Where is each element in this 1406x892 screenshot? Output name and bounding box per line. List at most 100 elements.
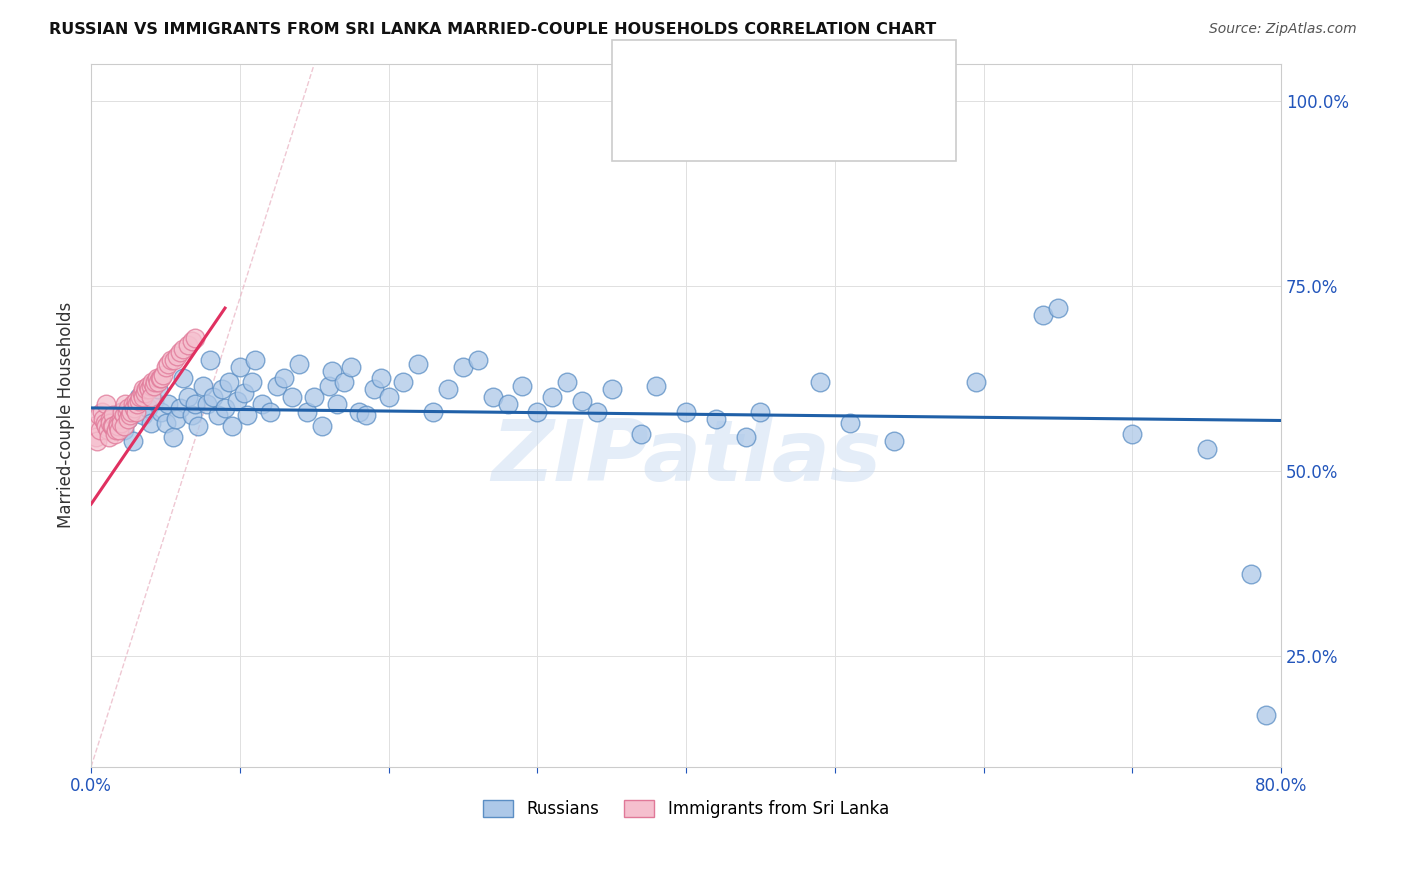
Point [110, 416, 132, 430]
Point [128, 390, 150, 404]
Point [87, 409, 110, 423]
Point [143, 375, 166, 389]
Point [259, 404, 281, 418]
Legend: Russians, Immigrants from Sri Lanka: Russians, Immigrants from Sri Lanka [477, 794, 896, 825]
Point [675, 404, 697, 418]
Point [107, 419, 129, 434]
Point [112, 409, 135, 423]
Point [121, 434, 143, 449]
Point [243, 352, 266, 367]
Point [325, 397, 347, 411]
Text: RUSSIAN VS IMMIGRANTS FROM SRI LANKA MARRIED-COUPLE HOUSEHOLDS CORRELATION CHART: RUSSIAN VS IMMIGRANTS FROM SRI LANKA MAR… [49, 22, 936, 37]
Point [132, 383, 155, 397]
Point [166, 349, 188, 363]
Point [392, 375, 415, 389]
Point [195, 397, 218, 411]
Point [118, 409, 141, 423]
Point [112, 423, 135, 437]
Point [422, 404, 444, 418]
Point [117, 412, 139, 426]
Point [155, 360, 177, 375]
Point [132, 409, 155, 423]
Point [585, 404, 607, 418]
Point [541, 390, 564, 404]
Point [107, 416, 129, 430]
Point [128, 393, 150, 408]
Point [91, 412, 114, 426]
Point [111, 404, 134, 418]
Point [451, 360, 474, 375]
Point [141, 375, 163, 389]
Point [225, 393, 247, 408]
Point [101, 419, 124, 434]
Point [1032, 309, 1054, 323]
Point [90, 404, 112, 418]
Point [103, 419, 125, 434]
Point [630, 426, 652, 441]
Point [202, 390, 225, 404]
Point [129, 390, 152, 404]
Point [496, 397, 519, 411]
Point [135, 383, 157, 397]
Point [131, 386, 153, 401]
Bar [626, 54, 673, 93]
Point [136, 378, 159, 392]
Point [965, 375, 987, 389]
Point [266, 378, 288, 392]
Point [157, 357, 180, 371]
Point [734, 430, 756, 444]
Point [1240, 567, 1263, 582]
Point [883, 434, 905, 449]
Point [281, 390, 304, 404]
Point [749, 404, 772, 418]
Point [214, 401, 236, 415]
Point [162, 430, 184, 444]
Point [467, 352, 489, 367]
Point [110, 404, 132, 418]
Point [125, 404, 148, 418]
Text: ZIPatlas: ZIPatlas [491, 416, 882, 499]
Point [273, 371, 295, 385]
Point [86, 434, 108, 449]
Point [198, 352, 221, 367]
Point [94, 419, 117, 434]
Point [136, 401, 159, 415]
Point [333, 375, 356, 389]
Point [108, 423, 131, 437]
Point [184, 331, 207, 345]
Point [377, 390, 399, 404]
Point [139, 416, 162, 430]
Point [110, 412, 132, 426]
Point [172, 371, 194, 385]
Point [120, 404, 142, 418]
Bar [626, 106, 673, 146]
Point [236, 409, 259, 423]
Point [96, 423, 118, 437]
Point [125, 397, 148, 411]
Point [94, 397, 117, 411]
Point [104, 426, 127, 441]
Point [512, 378, 534, 392]
Point [114, 397, 136, 411]
Point [233, 386, 256, 401]
Point [117, 401, 139, 415]
Point [139, 390, 162, 404]
Point [89, 423, 111, 437]
Text: Source: ZipAtlas.com: Source: ZipAtlas.com [1209, 22, 1357, 37]
Point [1195, 442, 1218, 456]
Point [363, 383, 385, 397]
Point [221, 419, 243, 434]
Point [146, 375, 169, 389]
Point [169, 401, 191, 415]
Point [250, 397, 273, 411]
Point [152, 368, 174, 382]
Point [181, 409, 204, 423]
Point [838, 416, 860, 430]
Point [124, 401, 146, 415]
Point [177, 338, 200, 352]
Point [163, 352, 186, 367]
Point [704, 412, 727, 426]
Point [127, 397, 149, 411]
Point [481, 390, 503, 404]
Point [526, 404, 548, 418]
